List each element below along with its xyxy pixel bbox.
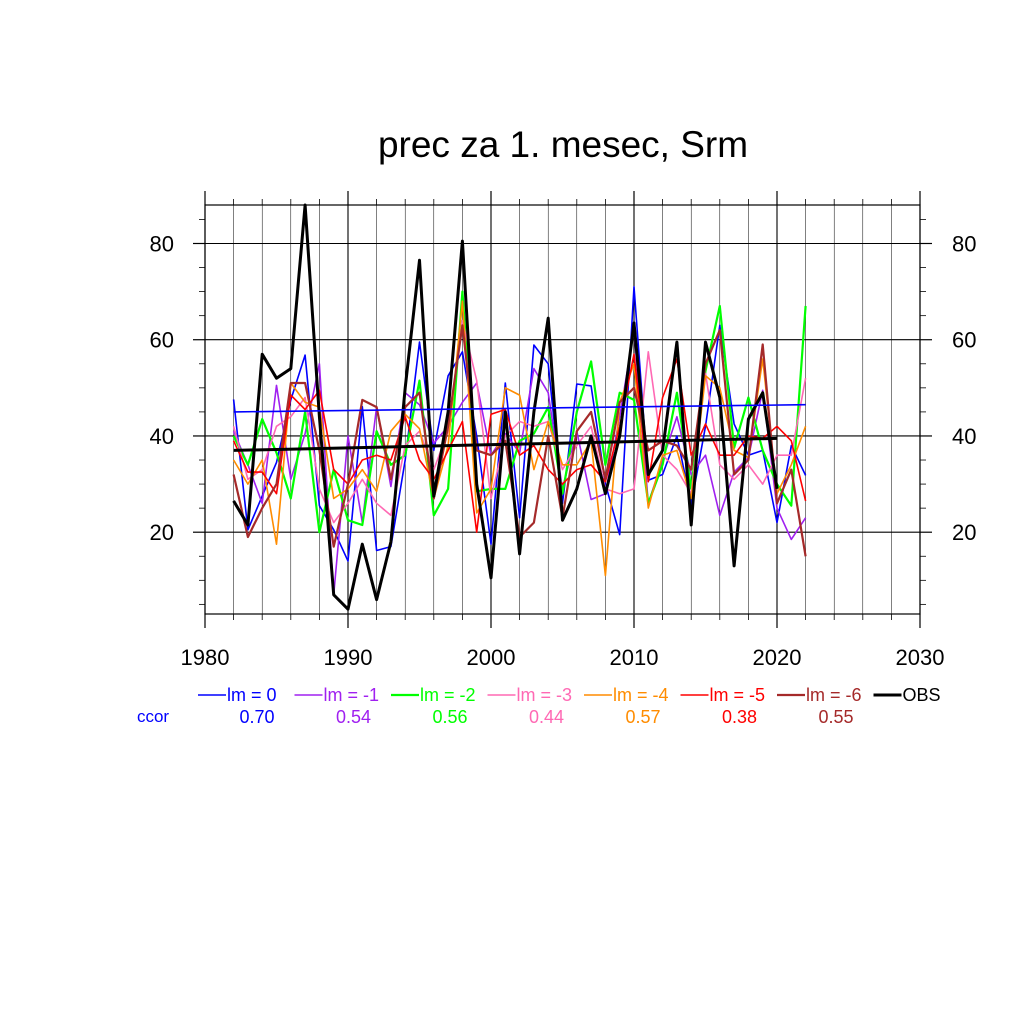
legend-ccor-0: 0.70 [239, 707, 274, 727]
x-tick-label: 1990 [324, 645, 373, 670]
y-tick-label-left: 80 [150, 231, 174, 256]
legend-ccor-2: 0.56 [432, 707, 467, 727]
legend-label-4: lm = -4 [613, 685, 669, 705]
y-tick-label-left: 40 [150, 424, 174, 449]
series-line-7 [232, 203, 779, 611]
plot-frame [204, 204, 921, 615]
legend-label-1: lm = -1 [324, 685, 380, 705]
series-layer [232, 203, 807, 611]
legend-label-0: lm = 0 [227, 685, 277, 705]
legend-ccor-6: 0.55 [818, 707, 853, 727]
legend-ccor-5: 0.38 [722, 707, 757, 727]
chart-title: prec za 1. mesec, Srm [378, 124, 748, 165]
series-line-5 [232, 353, 807, 534]
legend-label-2: lm = -2 [420, 685, 476, 705]
legend-ccor-3: 0.44 [529, 707, 564, 727]
x-tick-label: 2030 [896, 645, 945, 670]
legend-ccor-4: 0.57 [625, 707, 660, 727]
legend-ccor-1: 0.54 [336, 707, 371, 727]
trend-line-1 [233, 436, 778, 452]
y-tick-label-left: 60 [150, 328, 174, 353]
y-tick-label-right: 60 [952, 328, 976, 353]
y-tick-label-right: 80 [952, 231, 976, 256]
x-tick-label: 2010 [610, 645, 659, 670]
legend: ccor lm = 00.70 lm = -10.54 lm = -20.56 lm … [137, 685, 941, 727]
legend-label-6: lm = -6 [806, 685, 862, 705]
y-tick-label-right: 40 [952, 424, 976, 449]
series-line-6 [232, 324, 807, 557]
trend-line-0 [233, 403, 806, 413]
x-tick-label: 1980 [181, 645, 230, 670]
series-line-4 [232, 300, 807, 577]
x-tick-label: 2020 [753, 645, 802, 670]
series-line-2 [232, 290, 807, 534]
trend-layer [233, 403, 806, 452]
legend-label-7: OBS [903, 685, 941, 705]
legend-label-3: lm = -3 [517, 685, 573, 705]
x-tick-label: 2000 [467, 645, 516, 670]
legend-label-5: lm = -5 [710, 685, 766, 705]
y-tick-label-right: 20 [952, 520, 976, 545]
y-tick-label-left: 20 [150, 520, 174, 545]
legend-ccor-label: ccor [137, 707, 169, 726]
